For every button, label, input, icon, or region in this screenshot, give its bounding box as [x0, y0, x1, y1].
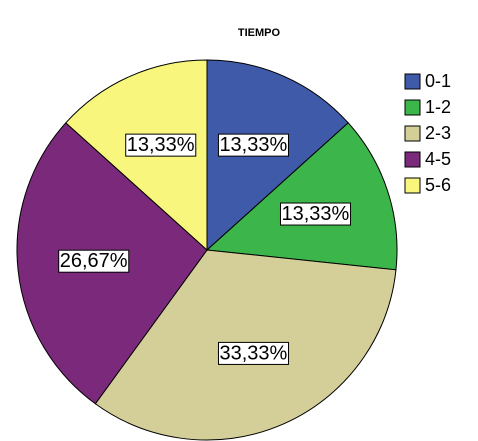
pie-slice: [205, 122, 398, 271]
data-label-box: [217, 133, 289, 157]
data-label-group: 13,33%: [125, 133, 197, 157]
legend-swatch: [404, 99, 421, 116]
data-label-box: [279, 202, 352, 226]
legend-swatch: [404, 151, 421, 168]
legend-label: 4-5: [425, 149, 451, 169]
data-label: 13,33%: [219, 134, 287, 156]
data-label-box: [217, 341, 290, 365]
legend-swatch: [404, 73, 421, 90]
data-label-group: 13,33%: [217, 133, 289, 157]
data-label: 26,67%: [60, 250, 128, 272]
legend-swatch: [404, 177, 421, 194]
data-label-box: [125, 133, 197, 157]
data-label: 33,33%: [219, 342, 287, 364]
data-label-box: [58, 249, 130, 273]
legend-label: 2-3: [425, 123, 451, 143]
chart-title: TIEMPO: [238, 27, 281, 39]
data-label: 13,33%: [127, 134, 195, 156]
legend-label: 0-1: [425, 71, 451, 91]
legend-swatch: [404, 125, 421, 142]
legend-label: 5-6: [425, 175, 451, 195]
data-label-group: 13,33%: [279, 202, 352, 226]
data-label: 13,33%: [281, 203, 349, 225]
data-label-group: 33,33%: [217, 341, 290, 365]
legend-label: 1-2: [425, 97, 451, 117]
data-label-group: 26,67%: [58, 249, 130, 273]
